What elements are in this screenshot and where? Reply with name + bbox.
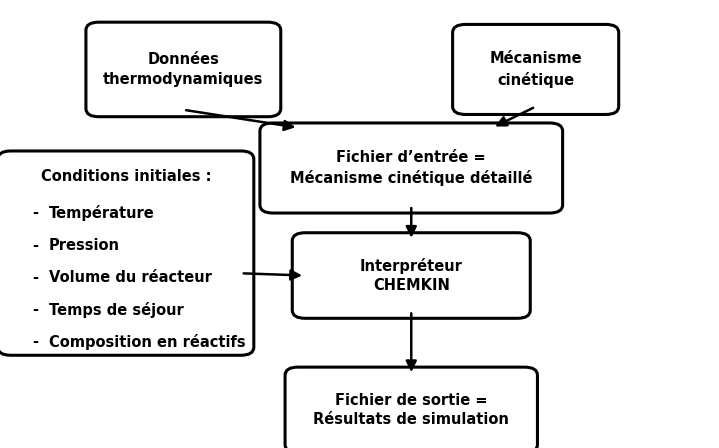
Text: Fichier d’entrée =
Mécanisme cinétique détaillé: Fichier d’entrée = Mécanisme cinétique d…	[290, 150, 533, 186]
FancyBboxPatch shape	[260, 123, 562, 213]
Text: Conditions initiales :: Conditions initiales :	[40, 169, 211, 185]
Text: Température: Température	[49, 205, 155, 221]
Text: -: -	[32, 237, 38, 253]
Text: Composition en réactifs: Composition en réactifs	[49, 334, 245, 350]
FancyBboxPatch shape	[0, 151, 254, 355]
Text: Volume du réacteur: Volume du réacteur	[49, 270, 212, 285]
Text: Temps de séjour: Temps de séjour	[49, 302, 183, 318]
Text: -: -	[32, 302, 38, 317]
FancyBboxPatch shape	[453, 24, 618, 115]
Text: Interpréteur
CHEMKIN: Interpréteur CHEMKIN	[360, 258, 463, 293]
Text: -: -	[32, 205, 38, 220]
Text: Données
thermodynamiques: Données thermodynamiques	[103, 52, 264, 87]
FancyBboxPatch shape	[86, 22, 280, 117]
Text: -: -	[32, 270, 38, 285]
FancyBboxPatch shape	[292, 233, 530, 318]
Text: Mécanisme
cinétique: Mécanisme cinétique	[490, 52, 582, 87]
Text: -: -	[32, 334, 38, 349]
Text: Pression: Pression	[49, 237, 120, 253]
Text: Fichier de sortie =
Résultats de simulation: Fichier de sortie = Résultats de simulat…	[313, 392, 509, 427]
FancyBboxPatch shape	[285, 367, 537, 448]
